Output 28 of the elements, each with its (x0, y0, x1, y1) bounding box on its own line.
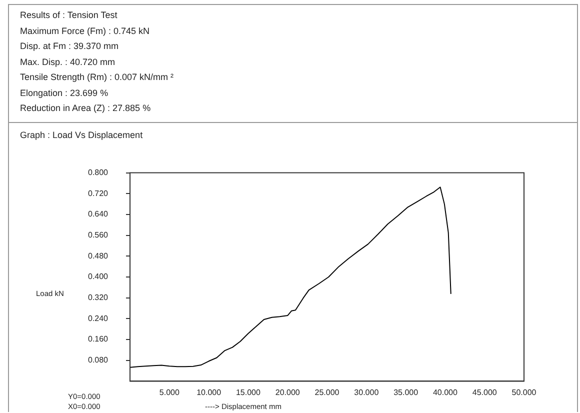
y-tick-label: 0.640 (88, 210, 109, 219)
text: Disp. at Fm : 39.370 mm (20, 40, 120, 53)
y-tick-label: 0.320 (88, 293, 109, 302)
y-tick-label: 0.160 (88, 334, 109, 344)
x-tick-label: 5.000 (159, 388, 180, 398)
x-tick-label: 35.000 (394, 388, 419, 398)
text: Reduction in Area (Z) : 27.885 % (20, 102, 152, 115)
x-tick-label: 50.000 (512, 388, 537, 398)
text: Elongation : 23.699 % (20, 86, 110, 100)
x-tick-label: 45.000 (472, 388, 498, 398)
y-tick-label: 0.800 (88, 168, 109, 178)
y-tick-label: 0.480 (88, 251, 109, 260)
x-tick-label: 25.000 (314, 388, 340, 398)
chart-title: Graph : Load Vs Displacement (20, 130, 143, 140)
text: Maximum Force (Fm) : 0.745 kN (20, 24, 151, 38)
y-tick-label: 0.240 (88, 314, 109, 323)
y-tick-label: 0.080 (88, 356, 109, 365)
text: Results of : Tension Test (20, 9, 118, 22)
text: Tensile Strength (Rm) : 0.007 kN/mm ² (20, 71, 174, 84)
x-tick-label: 10.000 (196, 388, 222, 398)
x-tick-label: 30.000 (354, 388, 380, 398)
y-tick-label: 0.400 (88, 272, 109, 282)
x-tick-label: 15.000 (236, 388, 261, 398)
y-tick-label: 0.720 (88, 188, 109, 198)
x-tick-label: 20.000 (275, 388, 300, 398)
text: Max. Disp. : 40.720 mm (20, 56, 116, 69)
y-tick-label: 0.560 (88, 230, 109, 240)
x-tick-label: 40.000 (432, 388, 458, 398)
